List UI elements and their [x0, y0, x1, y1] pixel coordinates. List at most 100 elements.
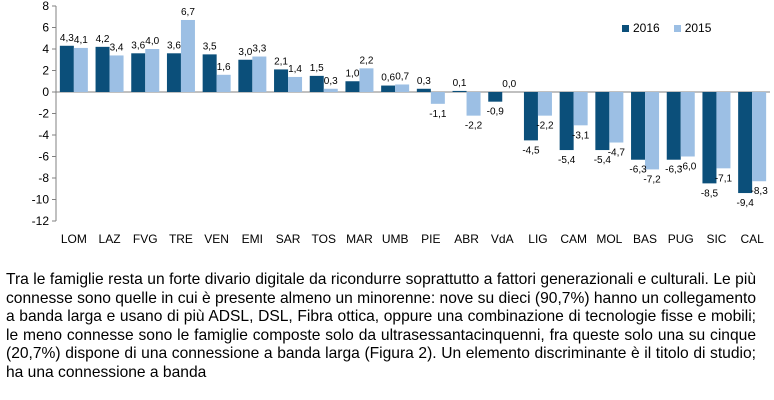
bar-2016-PIE	[416, 88, 431, 92]
x-tick-label-CAL: CAL	[740, 232, 764, 246]
bar-2015-MAR	[359, 68, 374, 92]
bar-2015-CAL	[752, 92, 767, 182]
value-label-2015-LIG: -2,2	[536, 121, 554, 132]
value-label-2016-BAS: -6,3	[629, 165, 647, 176]
y-tick-label: 6	[42, 21, 49, 35]
value-labels: 4,3 4,1 4,23,4 3,6 4,0 3,66,73,51,63,0 3,32,11…	[60, 7, 768, 209]
y-tick-label: 4	[42, 42, 49, 56]
bar-2016-LAZ	[95, 46, 110, 92]
y-tick-label: -2	[38, 107, 49, 121]
bar-2015-ABR	[466, 92, 481, 116]
value-label-2015-FVG: 4,0	[145, 36, 159, 47]
bar-2015-EMI	[252, 56, 267, 92]
value-label-2016-LAZ: 4,2	[96, 34, 110, 45]
value-label-2015-TRE: 6,7	[181, 7, 195, 18]
value-label-2016-MOL: -5,4	[594, 155, 612, 166]
x-tick-label-ABR: ABR	[454, 232, 479, 246]
value-label-2015-VEN: 1,6	[217, 62, 231, 73]
bar-2016-UMB	[381, 85, 396, 92]
bar-2016-CAL	[738, 92, 753, 194]
x-tick-label-LIG: LIG	[528, 232, 547, 246]
value-label-2016-VEN: 3,5	[203, 41, 217, 52]
y-tick-label: -4	[38, 128, 49, 142]
value-label-2015-BAS: -7,2	[643, 174, 661, 185]
bar-2015-CAM	[573, 92, 588, 126]
bar-2015-UMB	[395, 84, 410, 92]
bar-2015-LOM	[73, 47, 88, 92]
value-label-2015-PUG: -6,0	[679, 162, 697, 173]
x-tick-label-TOS: TOS	[312, 232, 336, 246]
x-tick-label-PUG: PUG	[668, 232, 694, 246]
bar-2015-MOL	[609, 92, 624, 143]
value-label-2015-MOL: -4,7	[608, 148, 626, 159]
bar-2016-MOL	[595, 92, 610, 151]
y-tick-label: -6	[38, 150, 49, 164]
legend-item-2016: 2016	[622, 21, 660, 35]
y-tick-label: -8	[38, 171, 49, 185]
value-label-2016-TRE: 3,6	[167, 40, 181, 51]
legend-item-2015: 2015	[673, 21, 712, 35]
x-tick-label-SAR: SAR	[276, 232, 301, 246]
bar-2015-VEN	[216, 74, 231, 92]
x-tick-label-EMI: EMI	[242, 232, 263, 246]
bar-2016-LIG	[523, 92, 538, 141]
legend-label-2015: 2015	[684, 21, 712, 35]
value-label-2016-CAM: -5,4	[558, 155, 576, 166]
value-label-2016-VdA: -0,9	[487, 107, 505, 118]
value-label-2016-TOS: 1,5	[310, 63, 324, 74]
x-tick-label-FVG: FVG	[133, 232, 158, 246]
value-label-2016-UMB: 0,6	[381, 73, 395, 84]
x-axis-labels: LOM LAZ FVG TRE VEN EMI SAR TOS MAR UMB PIE ABR VdA L…	[61, 232, 764, 246]
x-tick-label-CAM: CAM	[560, 232, 587, 246]
x-tick-label-MAR: MAR	[346, 232, 373, 246]
bar-2016-MAR	[345, 81, 360, 92]
legend: 2016 2015	[622, 21, 711, 35]
bar-2015-LIG	[537, 92, 552, 116]
bar-2016-SAR	[274, 69, 289, 92]
bar-2016-PUG	[666, 92, 681, 160]
bar-2016-CAM	[559, 92, 574, 151]
bar-2015-SAR	[288, 76, 303, 92]
bar-2016-VEN	[202, 54, 217, 92]
y-tick-label: 2	[42, 64, 49, 78]
y-tick-label: -12	[32, 214, 50, 228]
value-label-2016-CAL: -9,4	[737, 198, 755, 209]
value-label-2016-LIG: -4,5	[522, 145, 540, 156]
value-label-2015-VdA: 0,0	[502, 79, 516, 90]
value-label-2015-UMB: 0,7	[395, 71, 409, 82]
bar-2016-BAS	[631, 92, 646, 160]
x-tick-label-VEN: VEN	[204, 232, 229, 246]
value-label-2015-PIE: -1,1	[429, 109, 447, 120]
value-label-2015-SIC: -7,1	[715, 173, 733, 184]
bar-2015-TOS	[323, 88, 338, 92]
value-label-2016-FVG: 3,6	[131, 40, 145, 51]
value-label-2016-LOM: 4,3	[60, 33, 74, 44]
x-tick-label-UMB: UMB	[382, 232, 409, 246]
value-label-2016-SIC: -8,5	[701, 188, 719, 199]
x-tick-label-BAS: BAS	[633, 232, 657, 246]
legend-swatch-2015	[673, 24, 681, 32]
y-axis: 8 6 4 2 0 -2 -4 -6 -8 -10 -12	[32, 0, 770, 228]
x-tick-label-LAZ: LAZ	[99, 232, 121, 246]
bar-2015-LAZ	[109, 55, 124, 92]
bar-2015-TRE	[180, 19, 195, 93]
value-label-2015-CAL: -8,3	[751, 186, 769, 197]
bar-2015-PUG	[680, 92, 695, 157]
y-tick-label: 0	[42, 85, 49, 99]
value-label-2016-SAR: 2,1	[274, 56, 288, 67]
value-label-2015-LAZ: 3,4	[110, 42, 124, 53]
x-tick-label-LOM: LOM	[61, 232, 87, 246]
bar-2016-ABR	[452, 90, 467, 92]
body-paragraph: Tra le famiglie resta un forte divario d…	[6, 271, 756, 381]
x-tick-label-PIE: PIE	[421, 232, 440, 246]
bar-2015-SIC	[716, 92, 731, 169]
y-tick-label: 8	[42, 0, 49, 13]
value-label-2015-TOS: 0,3	[324, 76, 338, 87]
bar-2015-PIE	[430, 92, 445, 104]
y-tick-label: -10	[32, 193, 50, 207]
bar-2016-TRE	[166, 53, 181, 92]
value-label-2016-PUG: -6,3	[665, 165, 683, 176]
value-label-2016-MAR: 1,0	[345, 68, 359, 79]
x-tick-label-VdA: VdA	[491, 232, 514, 246]
